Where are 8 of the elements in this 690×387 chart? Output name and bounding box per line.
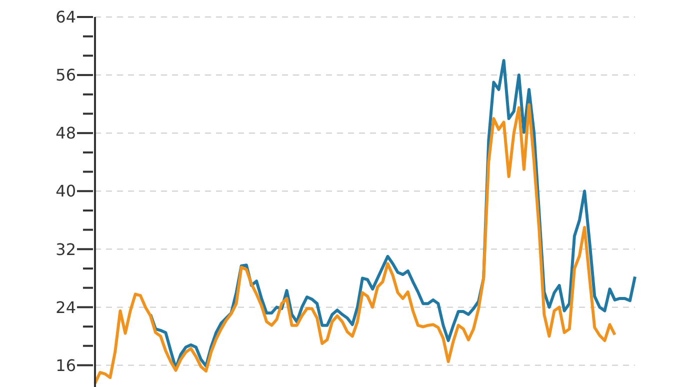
y-tick-label: 56	[56, 66, 76, 85]
y-tick-label: 40	[56, 182, 76, 201]
line-series	[94, 103, 616, 385]
y-tick-label: 16	[56, 356, 76, 375]
y-tick-label: 32	[56, 240, 76, 259]
y-tick-label: 24	[56, 298, 76, 317]
y-tick-label: 64	[56, 8, 76, 27]
y-tick-label: 48	[56, 124, 76, 143]
